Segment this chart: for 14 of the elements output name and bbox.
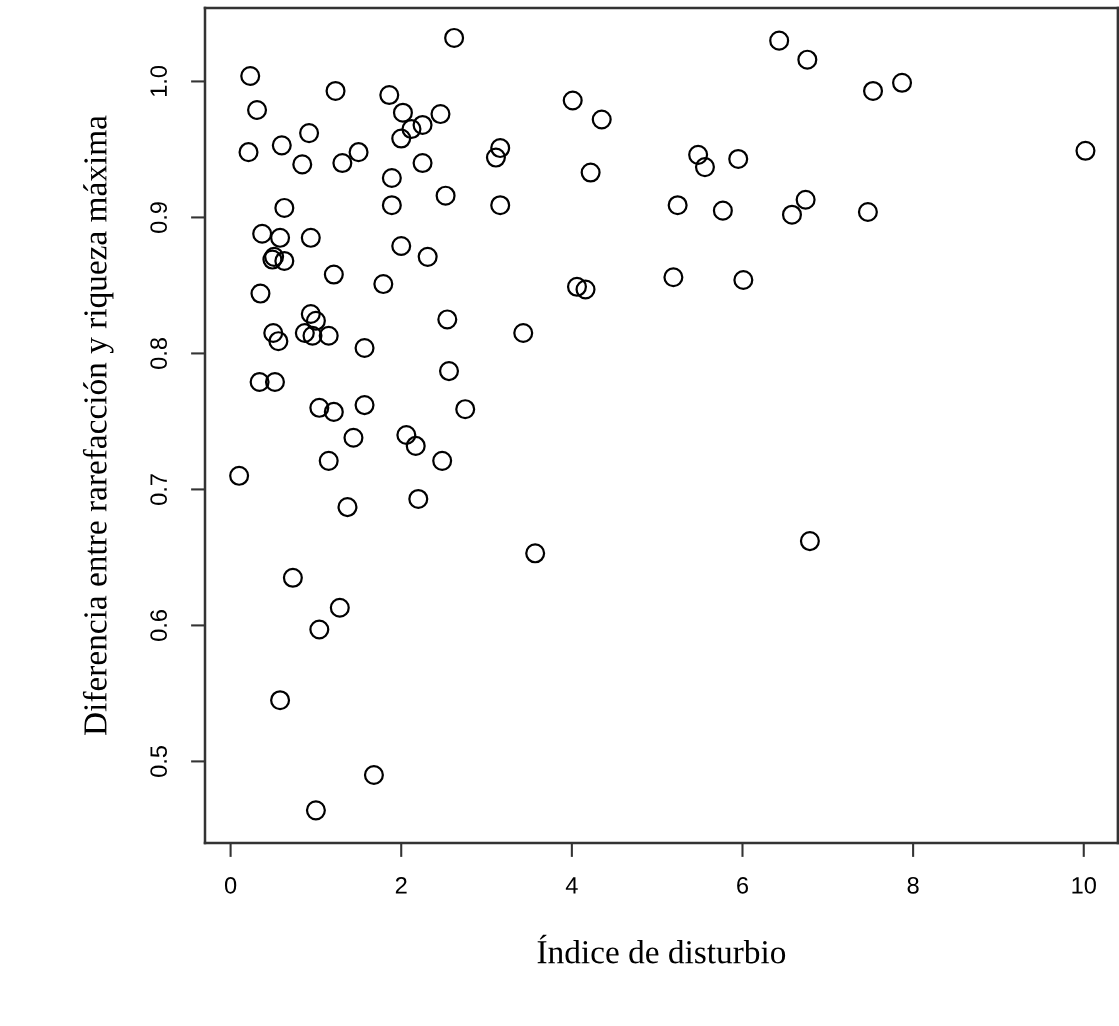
x-tick-label: 2: [395, 876, 407, 894]
x-tick-label: 6: [737, 876, 749, 894]
y-tick-label: 0.9: [150, 202, 167, 233]
x-tick-label: 8: [907, 876, 919, 894]
y-tick-label: 0.5: [150, 745, 167, 777]
x-axis-title: Índice de disturbio: [537, 934, 786, 964]
x-tick-label: 4: [565, 877, 578, 894]
x-tick-label: 0: [224, 876, 237, 894]
y-tick-label: 0.7: [150, 474, 167, 505]
y-tick-label: 1.0: [150, 65, 167, 97]
y-tick-label: 0.8: [150, 338, 167, 369]
y-tick-label: 0.6: [150, 610, 167, 641]
y-axis-title: Diferencia entre rarefacción y riqueza máxima: [82, 115, 114, 736]
x-tick-label: 10: [1072, 876, 1096, 894]
